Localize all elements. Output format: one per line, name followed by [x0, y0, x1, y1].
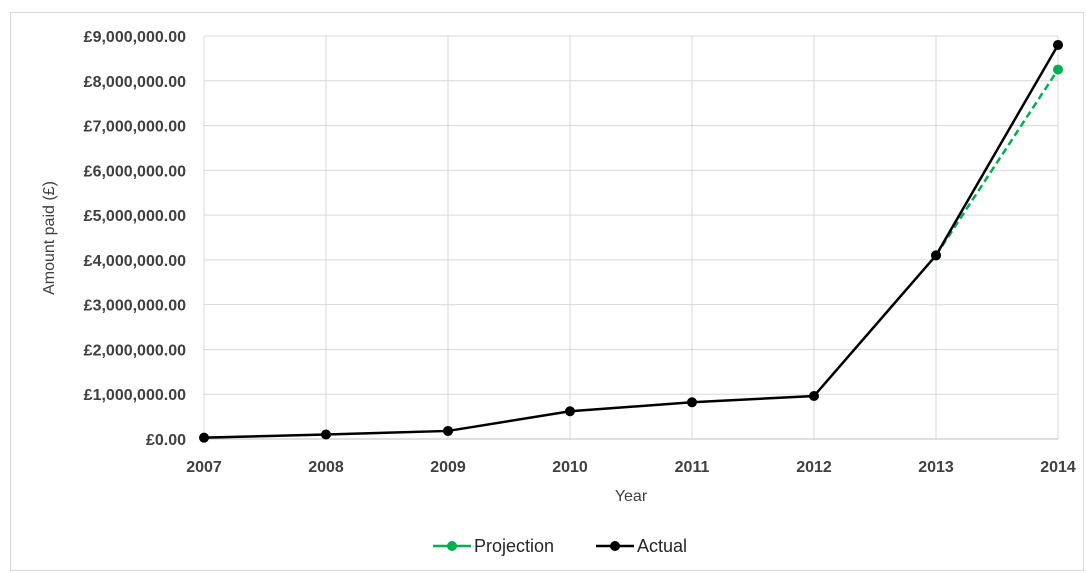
legend-label: Actual [637, 536, 687, 556]
actual-point [565, 406, 575, 417]
legend-swatch-marker [610, 541, 620, 551]
x-tick-label: 2008 [308, 459, 344, 476]
legend-item-projection: Projection [433, 536, 554, 556]
projection-point [1053, 64, 1063, 75]
y-tick-label: £8,000,000.00 [84, 74, 186, 91]
gridlines [203, 35, 1059, 440]
y-tick-label: £9,000,000.00 [84, 29, 186, 46]
legend-swatch-marker [447, 541, 457, 551]
x-tick-label: 2014 [1040, 459, 1076, 476]
y-tick-labels: £0.00 £1,000,000.00 £2,000,000.00 £3,000,00… [84, 29, 186, 449]
x-tick-label: 2013 [918, 459, 954, 476]
actual-point [809, 391, 819, 402]
x-axis-title: Year [615, 488, 648, 505]
x-tick-labels: 2007 2008 2009 2010 2011 2012 2013 2014 [186, 459, 1076, 476]
projection-series-line [934, 68, 1060, 257]
y-tick-label: £7,000,000.00 [84, 119, 186, 136]
x-tick-label: 2010 [552, 459, 588, 476]
legend-item-actual: Actual [596, 536, 687, 556]
x-tick-label: 2007 [186, 459, 222, 476]
x-tick-label: 2012 [796, 459, 832, 476]
actual-series-line [203, 44, 1060, 439]
actual-point [931, 250, 941, 261]
y-tick-label: £3,000,000.00 [84, 298, 186, 315]
actual-point [321, 429, 331, 440]
x-tick-label: 2011 [675, 459, 710, 476]
x-tick-label: 2009 [430, 459, 466, 476]
y-tick-label: £0.00 [146, 432, 186, 449]
y-axis-title: Amount paid (£) [41, 181, 58, 295]
legend: Projection Actual [433, 536, 687, 556]
series-lines [199, 39, 1063, 443]
y-tick-label: £6,000,000.00 [84, 163, 186, 180]
actual-point [199, 432, 209, 443]
y-tick-label: £2,000,000.00 [84, 342, 186, 359]
actual-point [443, 425, 453, 436]
y-tick-label: £5,000,000.00 [84, 208, 186, 225]
y-tick-label: £1,000,000.00 [84, 387, 186, 404]
actual-point [687, 397, 697, 408]
actual-point [1053, 39, 1063, 50]
y-tick-label: £4,000,000.00 [84, 253, 186, 270]
legend-label: Projection [474, 536, 554, 556]
